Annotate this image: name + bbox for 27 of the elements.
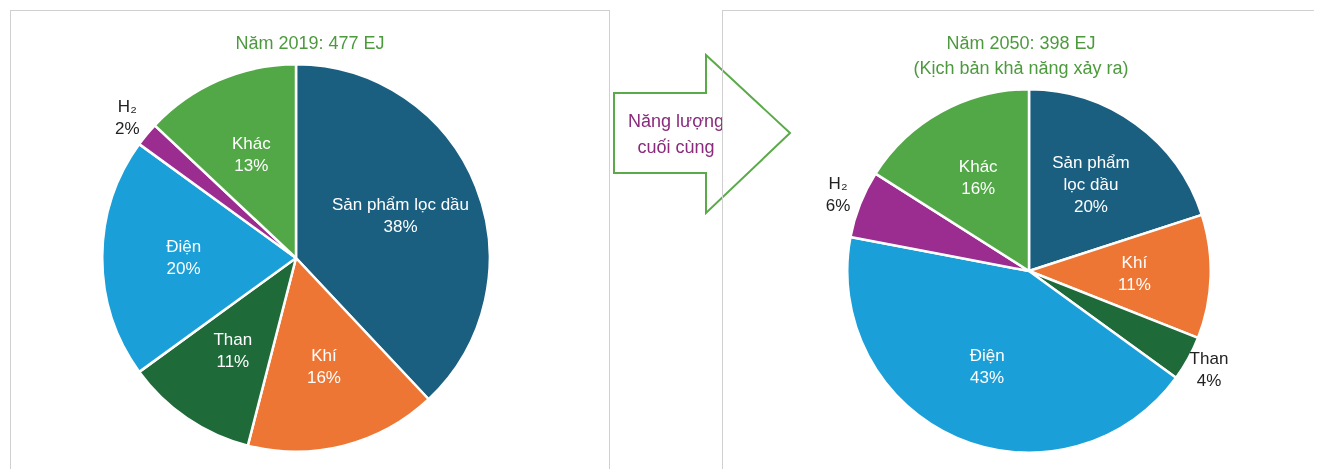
slice-label: Khí — [1121, 253, 1148, 272]
slice-label: Khác — [232, 133, 272, 153]
data-label: 4% — [1196, 370, 1222, 390]
slice-label: H₂ — [117, 97, 137, 117]
slice-label: H₂ — [828, 174, 848, 194]
slice-label: Than — [1189, 348, 1229, 368]
chart-title: Năm 2050: 398 EJ — [945, 32, 1097, 55]
chart-title: Năm 2019: 477 EJ — [234, 32, 386, 55]
data-label: 20% — [1073, 197, 1108, 217]
chart-subtitle: (Kịch bản khả năng xảy ra) — [912, 57, 1130, 80]
slice-label: Than — [213, 329, 253, 349]
data-label: 16% — [306, 367, 341, 387]
slice-label: Khí — [311, 345, 337, 365]
data-label: 20% — [166, 258, 201, 278]
slice-label: Khác — [958, 157, 999, 177]
slice-label: Sản phẩm lọc dầu — [331, 195, 470, 215]
slice-label: Điện — [969, 346, 1005, 366]
data-label: 38% — [383, 217, 418, 237]
data-label: 13% — [234, 155, 269, 175]
slice-label: Điện — [166, 236, 202, 256]
data-label: 11% — [1117, 275, 1151, 294]
slice-label: Sản phẩm lọc dầu — [1052, 153, 1130, 195]
data-label: 11% — [216, 351, 250, 371]
data-label: 6% — [825, 196, 851, 216]
data-label: 16% — [961, 179, 996, 199]
data-label: 2% — [115, 119, 140, 139]
data-label: 43% — [970, 368, 1005, 388]
